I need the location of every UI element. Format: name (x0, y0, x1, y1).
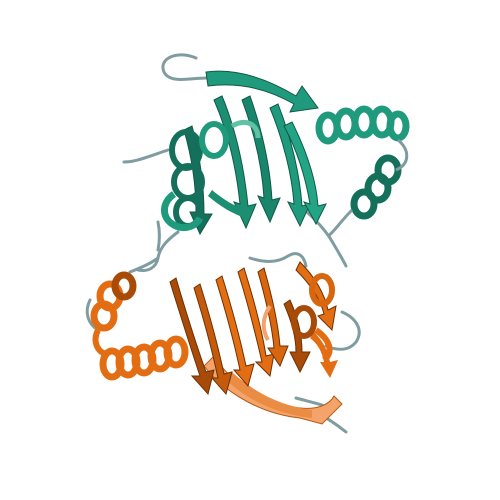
chain-b-strand-2 (193, 283, 233, 396)
chain-a-helix-lower-right (350, 154, 402, 220)
chain-b-helix-upper-left (90, 271, 137, 332)
chain-b-turn-highlight (261, 304, 272, 342)
chain-b-turn-left (92, 328, 108, 357)
chain-a-loop-right-lower (327, 208, 354, 238)
chain-b (85, 252, 361, 434)
chain-b-helix-right-turn-1 (309, 273, 335, 307)
chain-a-helix-right-turn-5 (386, 110, 410, 142)
chain-a-strand-1 (205, 70, 319, 113)
chain-a-helix-lower-right-turn-2 (364, 172, 392, 204)
chain-b-loop-far-left (85, 298, 100, 332)
chain-a-turn-lower-left (161, 191, 204, 232)
chain-b-loops (85, 252, 361, 434)
chain-a-loop-left (122, 148, 170, 164)
chain-a-strand-4 (269, 103, 311, 228)
chain-b-helix-upper-left-turn-3 (111, 271, 137, 301)
chain-b-helix-left (99, 335, 189, 381)
chain-b-helix-left-turn-5 (163, 335, 189, 369)
chain-a-loop-top (161, 53, 208, 81)
chain-a-strand-5 (283, 121, 327, 226)
chain-a-helix-left-turn-4 (199, 121, 229, 159)
chain-b-loop-top (248, 252, 308, 268)
chain-b-strand-8 (310, 332, 338, 378)
chain-b-strand-5 (257, 267, 289, 368)
chain-a-strands (183, 70, 327, 236)
chain-b-loop-top-left (128, 256, 160, 274)
chain-b-strands (169, 261, 338, 396)
chain-b-helix-upper-left-turn-2 (90, 300, 118, 332)
chain-b-strand-1 (169, 277, 215, 396)
chain-a-turn-highlight (230, 120, 261, 139)
chain-a-loop-right (395, 138, 409, 172)
chain-b-turn-right (314, 327, 333, 363)
chain-a (122, 53, 410, 272)
chain-b-strand-bottom-2 (226, 372, 312, 418)
chain-b-strand-4 (237, 267, 275, 378)
chain-a-helix-lower-right-turn-3 (350, 188, 378, 220)
chain-b-helix-right (291, 273, 335, 339)
chain-a-helix-right (315, 105, 410, 145)
chain-a-linker (156, 220, 161, 252)
chain-a-loop-down-right (298, 204, 348, 268)
chain-b-strand-3 (215, 275, 255, 388)
chain-b-loop-right (324, 310, 361, 351)
chain-b-helix-right-turn-2 (291, 305, 317, 339)
chain-a-strand-7 (208, 190, 246, 218)
chain-a-helix-left (169, 121, 229, 229)
chain-a-strand-3 (241, 95, 281, 224)
